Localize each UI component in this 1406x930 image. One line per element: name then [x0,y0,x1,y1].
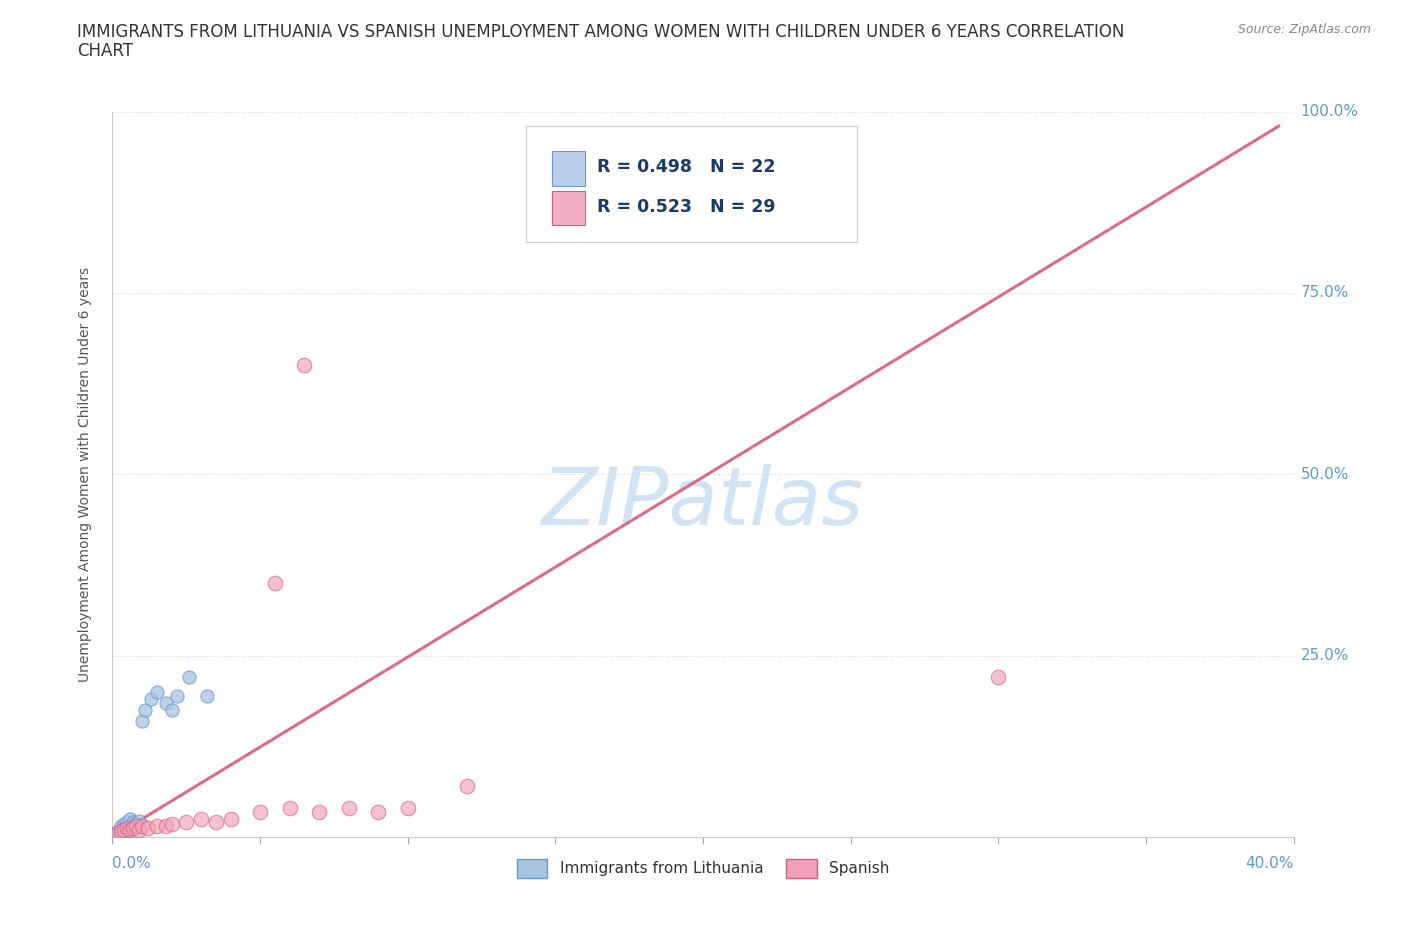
Point [120,822,142,837]
Point [146,684,169,699]
Point [219,811,242,827]
Point [134,703,156,718]
Point [117,821,138,836]
Text: 25.0%: 25.0% [1301,648,1348,663]
Point [122,815,145,830]
Point [136,821,159,836]
Text: R = 0.523   N = 29: R = 0.523 N = 29 [596,198,775,217]
Point [117,815,138,830]
Point [139,692,162,707]
Text: 50.0%: 50.0% [1301,467,1348,482]
Text: 0.0%: 0.0% [112,856,152,870]
Point [110,822,132,837]
Point [104,826,127,841]
Point [205,815,228,830]
Point [146,818,169,833]
Point [120,811,142,827]
Point [112,822,135,837]
Text: ZIPatlas: ZIPatlas [541,464,865,542]
Point [195,688,218,703]
Point [179,670,201,684]
Point [337,801,360,816]
Point [155,696,177,711]
Point [131,713,153,728]
Point [190,811,212,827]
Point [292,358,315,373]
Point [120,818,142,833]
Text: 100.0%: 100.0% [1301,104,1358,119]
Point [160,817,183,831]
Point [110,818,132,833]
Point [456,778,478,793]
Point [166,688,188,703]
Text: R = 0.498   N = 22: R = 0.498 N = 22 [596,158,775,177]
Text: CHART: CHART [77,42,134,60]
Point [125,817,148,831]
Point [110,824,132,839]
Text: 75.0%: 75.0% [1301,286,1348,300]
FancyBboxPatch shape [551,191,585,225]
Point [249,804,271,819]
Point [603,177,626,192]
FancyBboxPatch shape [551,151,585,186]
Point [160,703,183,718]
Point [125,818,148,833]
Point [112,817,135,831]
Point [396,801,419,816]
Point [619,162,641,177]
Point [278,801,301,816]
Point [107,826,129,841]
Legend: Immigrants from Lithuania, Spanish: Immigrants from Lithuania, Spanish [510,853,896,884]
Point [128,822,150,837]
Point [174,815,197,830]
Point [107,824,129,839]
Point [308,804,330,819]
Point [131,818,153,833]
FancyBboxPatch shape [526,126,856,242]
Point [264,576,287,591]
Point [987,670,1010,684]
Text: Source: ZipAtlas.com: Source: ZipAtlas.com [1237,23,1371,36]
Point [117,824,138,839]
Y-axis label: Unemployment Among Women with Children Under 6 years: Unemployment Among Women with Children U… [77,267,91,682]
Text: IMMIGRANTS FROM LITHUANIA VS SPANISH UNEMPLOYMENT AMONG WOMEN WITH CHILDREN UNDE: IMMIGRANTS FROM LITHUANIA VS SPANISH UNE… [77,23,1125,41]
Text: 40.0%: 40.0% [1246,856,1294,870]
Point [367,804,389,819]
Point [112,821,135,836]
Point [122,821,145,836]
Point [128,814,150,829]
Point [155,818,177,833]
